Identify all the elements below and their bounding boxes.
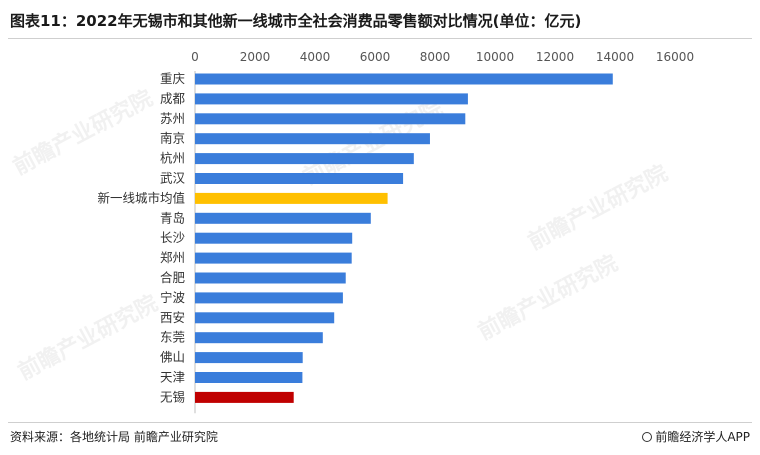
x-tick-label: 10000 (476, 50, 514, 64)
category-label: 武汉 (160, 171, 186, 186)
bar (195, 332, 323, 344)
category-label: 天津 (160, 370, 185, 385)
bar (195, 153, 414, 165)
top-divider (8, 38, 752, 39)
x-tick-label: 8000 (420, 50, 451, 64)
brand-logo-icon (642, 432, 653, 442)
x-tick-label: 0 (191, 50, 199, 64)
category-label: 青岛 (160, 210, 185, 225)
category-label: 成都 (160, 91, 186, 106)
category-label: 东莞 (160, 330, 185, 345)
category-label: 宁波 (160, 290, 186, 305)
bar (195, 391, 294, 403)
category-label: 新一线城市均值 (97, 190, 185, 205)
bar (195, 113, 466, 125)
bar (195, 173, 404, 184)
category-label: 杭州 (160, 151, 185, 166)
category-label: 长沙 (160, 230, 186, 245)
x-tick-label: 12000 (536, 50, 574, 64)
bar (195, 352, 303, 364)
x-tick-label: 4000 (300, 50, 331, 64)
bar (195, 272, 346, 284)
bar (195, 133, 430, 145)
category-label: 郑州 (160, 250, 185, 265)
x-tick-label: 14000 (596, 50, 634, 64)
bar (195, 232, 353, 244)
category-label: 重庆 (160, 71, 186, 86)
category-label: 无锡 (160, 389, 185, 404)
x-tick-label: 6000 (360, 50, 391, 64)
x-tick-label: 16000 (656, 50, 694, 64)
category-label: 西安 (160, 310, 185, 325)
bar (195, 372, 303, 383)
bar (195, 212, 371, 224)
source-note: 资料来源：各地统计局 前瞻产业研究院 (10, 430, 218, 444)
category-label: 苏州 (160, 111, 185, 126)
bottom-divider (8, 422, 752, 423)
bar (195, 312, 335, 324)
bar (195, 252, 352, 264)
bar (195, 73, 613, 85)
bar (195, 93, 468, 105)
bar (195, 292, 343, 304)
category-label: 南京 (160, 131, 185, 146)
category-label: 合肥 (160, 270, 186, 285)
category-label: 佛山 (160, 350, 185, 365)
brand-label: 前瞻经济学人APP (655, 430, 750, 444)
bar (195, 192, 388, 204)
x-tick-label: 2000 (240, 50, 271, 64)
brand-credit: 前瞻经济学人APP (642, 428, 750, 445)
chart-title: 图表11：2022年无锡市和其他新一线城市全社会消费品零售额对比情况(单位：亿元… (10, 12, 582, 30)
